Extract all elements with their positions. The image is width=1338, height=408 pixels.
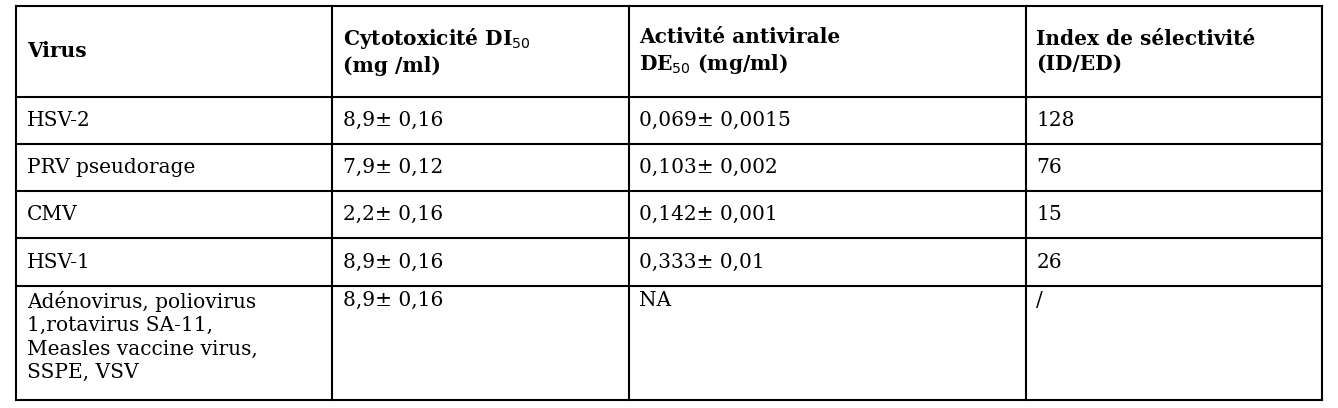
Text: 26: 26 [1037,253,1062,272]
Text: 8,9± 0,16: 8,9± 0,16 [343,290,443,310]
Text: Adénovirus, poliovirus
1,rotavirus SA-11,
Measles vaccine virus,
SSPE, VSV: Adénovirus, poliovirus 1,rotavirus SA-11… [27,290,257,382]
Text: 76: 76 [1037,158,1062,177]
Text: 8,9± 0,16: 8,9± 0,16 [343,111,443,130]
Text: 2,2± 0,16: 2,2± 0,16 [343,205,443,224]
Text: PRV pseudorage: PRV pseudorage [27,158,195,177]
Text: CMV: CMV [27,205,78,224]
Text: 128: 128 [1037,111,1074,130]
Text: 0,142± 0,001: 0,142± 0,001 [640,205,779,224]
Text: 7,9± 0,12: 7,9± 0,12 [343,158,443,177]
Text: 15: 15 [1037,205,1062,224]
Text: HSV-2: HSV-2 [27,111,91,130]
Text: 0,069± 0,0015: 0,069± 0,0015 [640,111,791,130]
Text: 0,103± 0,002: 0,103± 0,002 [640,158,779,177]
Text: NA: NA [640,290,672,310]
Text: Cytotoxicité DI$_{50}$
(mg /ml): Cytotoxicité DI$_{50}$ (mg /ml) [343,27,531,76]
Text: Index de sélectivité
(ID/ED): Index de sélectivité (ID/ED) [1037,29,1256,74]
Text: Virus: Virus [27,41,87,61]
Text: 8,9± 0,16: 8,9± 0,16 [343,253,443,272]
Text: Activité antivirale
DE$_{50}$ (mg/ml): Activité antivirale DE$_{50}$ (mg/ml) [640,27,840,76]
Text: 0,333± 0,01: 0,333± 0,01 [640,253,765,272]
Text: /: / [1037,290,1044,310]
Text: HSV-1: HSV-1 [27,253,91,272]
